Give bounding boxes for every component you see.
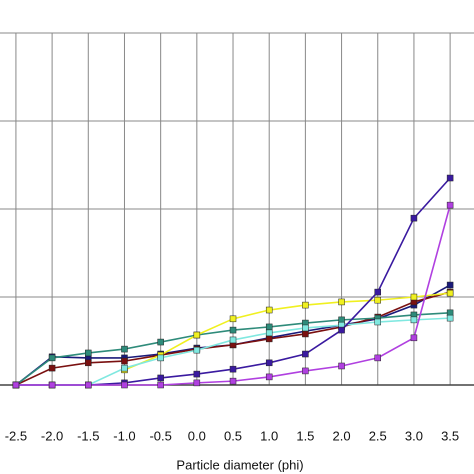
point xyxy=(265,373,273,381)
x-tick-label: 1.0 xyxy=(260,428,278,443)
point xyxy=(193,331,201,339)
point xyxy=(374,354,382,362)
point xyxy=(374,318,382,326)
point xyxy=(193,370,201,378)
x-tick-label: -1.0 xyxy=(113,428,135,443)
point xyxy=(48,364,56,372)
point xyxy=(410,334,418,342)
point xyxy=(302,324,309,332)
point xyxy=(48,381,56,389)
series-line xyxy=(124,292,451,371)
point xyxy=(229,326,237,334)
x-tick-label: 0.5 xyxy=(224,428,242,443)
x-tick-label: 0.0 xyxy=(188,428,206,443)
point xyxy=(265,335,273,343)
point xyxy=(121,357,128,365)
point xyxy=(85,381,92,389)
point xyxy=(121,345,128,353)
point xyxy=(446,174,454,182)
point xyxy=(374,288,382,296)
point xyxy=(12,381,20,389)
point xyxy=(265,329,273,337)
point xyxy=(410,316,418,324)
point xyxy=(121,381,128,389)
point xyxy=(446,289,454,297)
x-tick-label: 2.0 xyxy=(333,428,351,443)
point xyxy=(265,306,273,314)
point xyxy=(302,367,309,375)
point xyxy=(265,359,273,367)
point xyxy=(85,359,92,367)
point xyxy=(229,365,237,373)
x-tick-label: -2.0 xyxy=(41,428,63,443)
point xyxy=(410,293,418,301)
point xyxy=(446,314,454,322)
point xyxy=(193,346,201,354)
point xyxy=(446,281,454,289)
x-tick-label: 1.5 xyxy=(296,428,314,443)
point xyxy=(374,296,382,304)
point xyxy=(338,298,345,306)
point xyxy=(229,315,237,323)
point xyxy=(121,364,128,372)
x-tick-label: 3.5 xyxy=(441,428,459,443)
point xyxy=(302,330,309,338)
point xyxy=(302,350,309,358)
point xyxy=(229,377,237,385)
point xyxy=(338,326,345,334)
point xyxy=(157,374,164,382)
point xyxy=(265,323,273,331)
x-tick-label: -0.5 xyxy=(149,428,171,443)
point xyxy=(410,214,418,222)
point xyxy=(193,379,201,387)
x-tick-label: -1.5 xyxy=(77,428,99,443)
point xyxy=(157,338,164,346)
x-axis-label: Particle diameter (phi) xyxy=(176,457,303,472)
point xyxy=(229,336,237,344)
point xyxy=(302,301,309,309)
point xyxy=(48,354,56,362)
x-tick-label: 2.5 xyxy=(369,428,387,443)
point xyxy=(338,362,345,370)
point xyxy=(157,354,164,362)
point xyxy=(85,349,92,357)
x-tick-label: -2.5 xyxy=(5,428,27,443)
x-tick-label: 3.0 xyxy=(405,428,423,443)
point xyxy=(157,381,164,389)
point xyxy=(446,201,454,209)
